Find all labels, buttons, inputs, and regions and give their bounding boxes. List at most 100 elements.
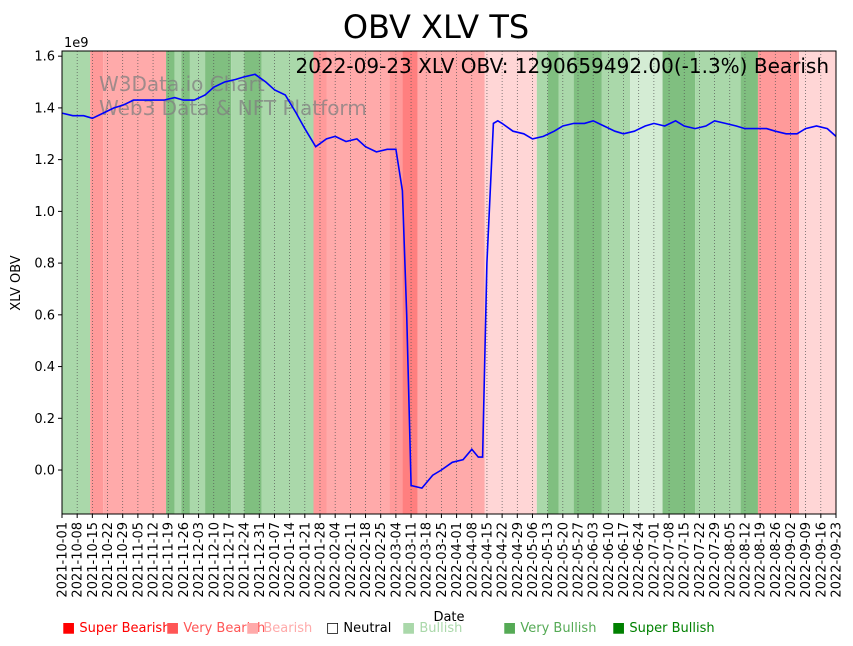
regime-band-very_bullish [244, 51, 262, 514]
regime-band-bullish [261, 51, 314, 514]
regime-bands [62, 51, 836, 514]
x-tick-label: 2021-10-01 [56, 522, 71, 598]
y-tick-label: 0.6 [34, 308, 55, 323]
y-tick-label: 0.0 [34, 464, 55, 479]
y-tick-label: 1.0 [34, 205, 55, 220]
x-tick-label: 2021-10-29 [116, 522, 131, 598]
x-tick-label: 2022-05-06 [526, 522, 541, 598]
legend-item-super-bullish: ■ Super Bullish [612, 620, 715, 636]
x-axis-label: Date [433, 610, 464, 625]
x-tick-label: 2022-02-18 [359, 522, 374, 598]
x-tick-label: 2022-05-27 [572, 522, 587, 598]
x-tick-label: 2021-10-15 [86, 522, 101, 598]
x-tick-label: 2022-07-29 [708, 522, 723, 598]
y-tick-label: 1.2 [34, 153, 55, 168]
x-tick-label: 2022-07-22 [693, 522, 708, 598]
regime-band-very_bullish [205, 51, 232, 514]
x-tick-label: 2022-04-22 [496, 522, 511, 598]
x-tick-label: 2022-08-12 [738, 522, 753, 598]
regime-band-super_bearish [402, 51, 418, 514]
x-tick-label: 2022-03-04 [389, 522, 404, 598]
legend-item-super-bearish: ■ Super Bearish [62, 620, 171, 636]
x-tick-label: 2022-08-19 [754, 522, 769, 598]
x-tick-label: 2021-11-26 [177, 522, 192, 598]
x-tick-label: 2022-04-15 [480, 522, 495, 598]
y-tick-label: 1.4 [34, 101, 55, 116]
x-tick-label: 2022-04-01 [450, 522, 465, 598]
x-tick-label: 2022-07-15 [678, 522, 693, 598]
x-tick-label: 2022-06-17 [617, 522, 632, 598]
x-tick-label: 2022-02-04 [329, 522, 344, 598]
y-tick-label: 0.8 [34, 257, 55, 272]
x-tick-label: 2022-08-05 [723, 522, 738, 598]
regime-band-bearish [326, 51, 390, 514]
regime-band-very_bullish [181, 51, 190, 514]
regime-band-very_bullish [166, 51, 175, 514]
y-tick-label: 0.2 [34, 412, 55, 427]
y-scale-label: 1e9 [64, 36, 89, 51]
x-tick-label: 2022-06-24 [632, 522, 647, 598]
latest-value-annotation: 2022-09-23 XLV OBV: 1290659492.00(-1.3%)… [296, 54, 829, 78]
x-tick-label: 2022-04-29 [511, 522, 526, 598]
y-axis-label: XLV OBV [9, 255, 24, 310]
x-tick-label: 2022-06-10 [602, 522, 617, 598]
obv-series-line [61, 73, 837, 489]
x-tick-label: 2022-06-03 [587, 522, 602, 598]
x-tick-label: 2022-08-26 [769, 522, 784, 598]
x-tick-label: 2021-12-17 [222, 522, 237, 598]
chart-title: OBV XLV TS [343, 8, 529, 46]
y-tick-label: 1.6 [34, 50, 55, 65]
x-tick-label: 2021-10-08 [71, 522, 86, 598]
regime-band-bearish [417, 51, 485, 514]
x-tick-label: 2021-11-05 [131, 522, 146, 598]
legend-item-bearish: ■ Bearish [246, 620, 313, 636]
regime-band-light_bearish [799, 51, 836, 514]
x-tick-label: 2022-03-11 [405, 522, 420, 598]
x-tick-label: 2022-05-20 [556, 522, 571, 598]
regime-band-very_bullish [740, 51, 758, 514]
regime-band-very_bearish [757, 51, 800, 514]
regime-band-very_bullish [662, 51, 696, 514]
regime-band-very_bullish [573, 51, 602, 514]
legend-item-very-bearish: ■ Very Bearish [166, 620, 266, 636]
regime-band-bullish [174, 51, 182, 514]
x-tick-label: 2021-12-10 [207, 522, 222, 598]
regime-band-very_bearish [90, 51, 104, 514]
regime-band-bullish [231, 51, 245, 514]
watermark-line: W3Data.io Chart [99, 72, 265, 96]
x-tick-label: 2022-02-25 [374, 522, 389, 598]
regime-band-bullish [62, 51, 91, 514]
regime-band-bullish [536, 51, 548, 514]
legend-item-bullish: ■ Bullish [402, 620, 463, 636]
regime-band-very_bullish [547, 51, 559, 514]
date-gridlines [61, 51, 837, 514]
x-tick-label: 2021-12-03 [192, 522, 207, 598]
x-tick-label: 2021-10-22 [101, 522, 116, 598]
x-tick-label: 2022-09-09 [799, 522, 814, 598]
regime-band-bullish [695, 51, 741, 514]
x-tick-label: 2022-04-08 [465, 522, 480, 598]
legend-item-neutral: □ Neutral [326, 620, 392, 636]
x-axis: 2021-10-01 2021-10-08 2021-10-15 2021-10-22… [56, 514, 845, 598]
regime-band-bearish [103, 51, 167, 514]
x-tick-label: 2022-07-01 [647, 522, 662, 598]
regime-band-bullish [189, 51, 206, 514]
x-tick-label: 2022-03-18 [420, 522, 435, 598]
x-tick-label: 2022-05-13 [541, 522, 556, 598]
y-axis: 0.0 0.2 0.4 0.6 0.8 1.0 1.2 1.4 1.6 [34, 50, 62, 479]
x-tick-label: 2022-07-08 [663, 522, 678, 598]
regime-band-light_bullish [630, 51, 663, 514]
regime-band-bullish [558, 51, 574, 514]
x-tick-label: 2021-11-12 [147, 522, 162, 598]
x-tick-label: 2022-01-21 [298, 522, 313, 598]
x-tick-label: 2021-12-24 [238, 522, 253, 598]
y-tick-label: 0.4 [34, 360, 55, 375]
x-tick-label: 2021-12-31 [253, 522, 268, 598]
x-tick-label: 2022-09-23 [830, 522, 845, 598]
x-tick-label: 2022-03-25 [435, 522, 450, 598]
x-tick-label: 2022-09-02 [784, 522, 799, 598]
x-tick-label: 2022-01-07 [268, 522, 283, 598]
x-tick-label: 2022-01-28 [314, 522, 329, 598]
x-tick-label: 2022-09-16 [814, 522, 829, 598]
